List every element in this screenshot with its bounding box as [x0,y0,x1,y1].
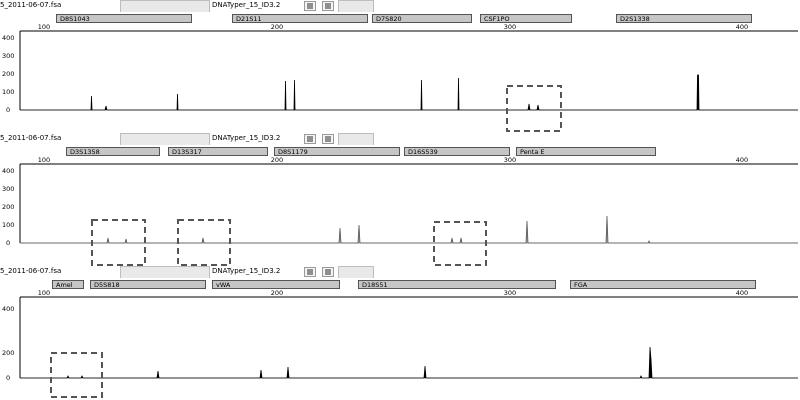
electropherogram-panel-green: 5_2011-06-07.fsa DNATyper_15_ID3.2 D3S13… [0,133,800,266]
sample-tab[interactable] [120,133,210,145]
marker-bin[interactable]: D16S539 [404,147,510,156]
panel-button-icon [307,269,313,275]
file-name: 5_2011-06-07.fsa [0,267,62,275]
x-tick-label: 200 [271,23,283,31]
panel-button-icon [325,136,331,142]
electropherogram-panel-yellow: 5_2011-06-07.fsa DNATyper_15_ID3.2 Amel … [0,266,800,399]
sample-tab[interactable] [120,0,210,12]
marker-bin[interactable]: D5S818 [90,280,206,289]
highlight-box [433,221,487,266]
empty-tab[interactable] [338,0,374,12]
x-tick-label: 300 [504,156,516,164]
panel-button-icon [307,3,313,9]
panel-header: 5_2011-06-07.fsa DNATyper_15_ID3.2 [0,133,800,145]
x-tick-label: 100 [38,289,50,297]
panel-button-icon [325,3,331,9]
y-tick-label: 0 [6,374,10,382]
marker-bin[interactable]: vWA [212,280,340,289]
y-tick-label: 400 [2,34,14,42]
marker-bin[interactable]: D7S820 [372,14,472,23]
trace-svg: 100 200 300 400 400 300 200 100 0 [2,156,798,266]
panel-button-2[interactable] [322,267,334,277]
y-tick-label: 100 [2,221,14,229]
trace-svg: 100 200 300 400 400 300 200 100 0 [2,23,798,132]
marker-bin[interactable]: D13S317 [168,147,268,156]
y-tick-label: 100 [2,88,14,96]
x-tick-label: 200 [271,156,283,164]
panel-button-1[interactable] [304,134,316,144]
marker-bin[interactable]: D3S1358 [66,147,160,156]
x-tick-label: 400 [736,23,748,31]
marker-bin[interactable]: FGA [570,280,756,289]
marker-bin[interactable]: D2S1338 [616,14,752,23]
trace-line [20,215,798,244]
trace-plot: 100 200 300 400 400 300 200 100 0 [0,23,800,133]
x-tick-label: 400 [736,156,748,164]
file-name: 5_2011-06-07.fsa [0,1,62,9]
panel-button-2[interactable] [322,134,334,144]
marker-bin[interactable]: D21S11 [232,14,368,23]
x-tick-label: 200 [271,289,283,297]
electropherogram-panel-blue: 5_2011-06-07.fsa DNATyper_15_ID3.2 D8S10… [0,0,800,133]
y-tick-label: 200 [2,70,14,78]
panel-button-icon [325,269,331,275]
panel-header: 5_2011-06-07.fsa DNATyper_15_ID3.2 [0,266,800,278]
trace-svg: 100 200 300 400 400 200 0 [2,289,798,398]
empty-tab[interactable] [338,266,374,278]
trace-plot: 100 200 300 400 400 200 0 [0,289,800,399]
highlight-box [50,352,103,398]
x-tick-label: 400 [736,289,748,297]
marker-bin[interactable]: CSF1PO [480,14,572,23]
y-tick-label: 0 [6,106,10,114]
highlight-box [91,219,146,266]
trace-line [20,74,798,111]
x-tick-label: 100 [38,156,50,164]
highlight-box [177,219,231,266]
y-tick-label: 300 [2,185,14,193]
panel-button-icon [307,136,313,142]
highlight-box [506,85,562,132]
y-tick-label: 400 [2,167,14,175]
y-tick-label: 0 [6,239,10,247]
x-tick-label: 300 [504,23,516,31]
marker-bin[interactable]: D8S1179 [274,147,400,156]
sample-tab[interactable] [120,266,210,278]
trace-plot: 100 200 300 400 400 300 200 100 0 [0,156,800,266]
panel-button-2[interactable] [322,1,334,11]
kit-name: DNATyper_15_ID3.2 [212,267,281,275]
empty-tab[interactable] [338,133,374,145]
marker-bin[interactable]: Amel [52,280,84,289]
y-tick-label: 300 [2,52,14,60]
panel-header: 5_2011-06-07.fsa DNATyper_15_ID3.2 [0,0,800,12]
marker-bin[interactable]: Penta E [516,147,656,156]
y-tick-label: 200 [2,349,14,357]
file-name: 5_2011-06-07.fsa [0,134,62,142]
marker-bin[interactable]: D18S51 [358,280,556,289]
kit-name: DNATyper_15_ID3.2 [212,134,281,142]
marker-bin[interactable]: D8S1043 [56,14,192,23]
panel-button-1[interactable] [304,1,316,11]
trace-line [20,346,798,379]
panel-button-1[interactable] [304,267,316,277]
x-tick-label: 300 [504,289,516,297]
x-tick-label: 100 [38,23,50,31]
kit-name: DNATyper_15_ID3.2 [212,1,281,9]
y-tick-label: 400 [2,305,14,313]
y-tick-label: 200 [2,203,14,211]
